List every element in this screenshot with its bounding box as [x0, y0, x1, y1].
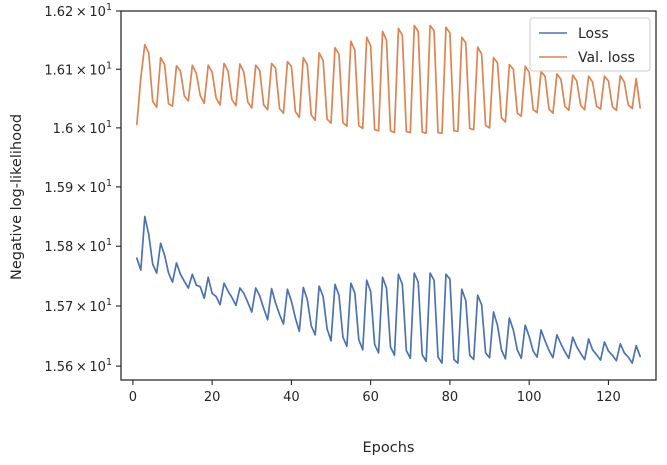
x-axis-ticks: 0 20 40 60 80 100 120 [129, 380, 621, 405]
x-tick-label: 40 [283, 390, 300, 405]
x-tick-label: 120 [596, 390, 621, 405]
x-tick-label: 20 [204, 390, 221, 405]
y-tick-label: 1.57 × 101 [44, 297, 112, 315]
y-tick-label: 1.59 × 101 [44, 178, 112, 196]
plot-frame [120, 10, 657, 381]
x-axis-label: Epochs [363, 440, 415, 456]
y-tick-label: 1.56 × 101 [44, 357, 112, 375]
x-tick-label: 80 [442, 390, 459, 405]
y-axis-ticks: 1.56 × 101 1.57 × 101 1.58 × 101 1.59 × 101… [44, 2, 121, 375]
x-tick-label: 0 [129, 390, 137, 405]
y-tick-label: 1.6 × 101 [53, 119, 112, 137]
series-line-loss [136, 215, 642, 364]
y-tick-label: 1.58 × 101 [44, 237, 112, 255]
x-tick-label: 100 [517, 390, 542, 405]
series-line-val-loss [136, 24, 642, 135]
y-axis-label: Negative log-likelihood [9, 114, 25, 280]
legend-label-val-loss: Val. loss [578, 50, 635, 66]
y-tick-label: 1.62 × 101 [44, 2, 112, 20]
legend: Loss Val. loss [529, 17, 651, 72]
legend-label-loss: Loss [578, 26, 609, 42]
y-tick-label: 1.61 × 101 [44, 60, 112, 78]
series-layer [136, 24, 642, 364]
x-tick-label: 60 [362, 390, 379, 405]
